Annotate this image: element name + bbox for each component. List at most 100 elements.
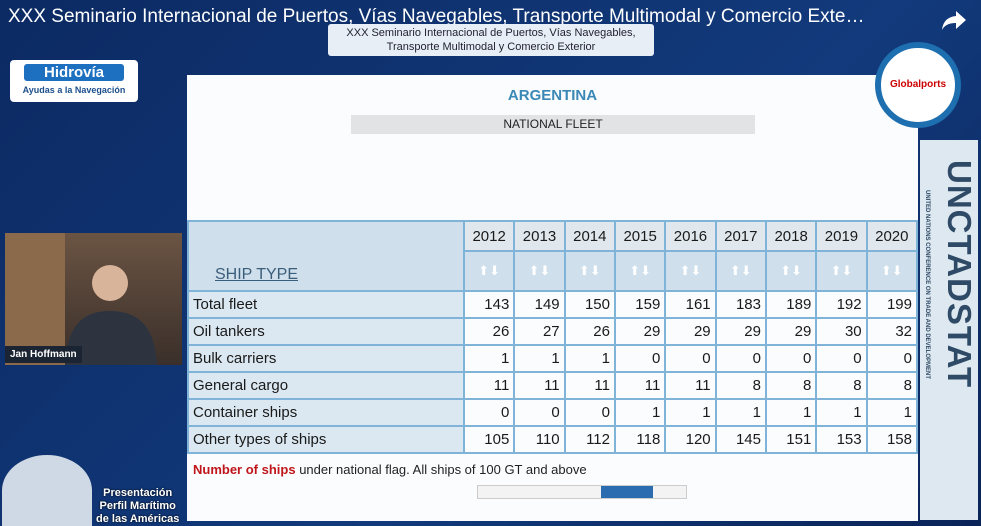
cell: 1 (865, 398, 919, 427)
row-label: Other types of ships (187, 425, 465, 454)
footer-bar (477, 485, 687, 499)
sort-cell[interactable]: ⬆⬇ (664, 250, 717, 292)
hidrovia-logo: Hidrovía Ayudas a la Navegación (10, 60, 138, 102)
cell: 150 (563, 290, 616, 319)
cell: 1 (462, 344, 516, 373)
fleet-table: SHIP TYPE 2012 2013 2014 2015 2016 2017 2018 201… (187, 220, 919, 454)
footnote: Number of ships under national flag. All… (193, 462, 587, 477)
unctad-org: UNITED NATIONS CONFERENCE ON TRADE AND D… (924, 190, 930, 380)
cell: 0 (664, 344, 717, 373)
cell: 0 (513, 398, 566, 427)
sort-cell[interactable]: ⬆⬇ (563, 250, 616, 292)
cell: 0 (865, 344, 919, 373)
cell: 29 (664, 317, 717, 346)
cell: 26 (462, 317, 516, 346)
unctadstat-logo: UNCTADSTAT (941, 160, 978, 389)
header-row: SHIP TYPE 2012 2013 2014 2015 2016 2017 2018 201… (187, 220, 919, 292)
cell: 0 (714, 344, 767, 373)
sort-cell[interactable]: ⬆⬇ (714, 250, 767, 292)
cell: 29 (714, 317, 767, 346)
year-header: 2015 (613, 220, 667, 252)
year-header: 2019 (815, 220, 868, 252)
speaker-name: Jan Hoffmann (5, 346, 82, 363)
cell: 151 (764, 425, 818, 454)
cell: 29 (764, 317, 818, 346)
data-row: Other types of ships 105 110 112 118 120 145 15… (187, 425, 919, 454)
cell: 8 (764, 371, 818, 400)
banner: XXX Seminario Internacional de Puertos, … (328, 24, 654, 56)
cell: 189 (764, 290, 818, 319)
cell: 11 (664, 371, 717, 400)
cell: 1 (764, 398, 818, 427)
cell: 8 (815, 371, 868, 400)
corner-label: SHIP TYPE (215, 266, 298, 283)
cell: 27 (513, 317, 566, 346)
cell: 158 (865, 425, 919, 454)
unctadstat-band: UNCTADSTAT UNITED NATIONS CONFERENCE ON … (920, 140, 978, 520)
sort-cell[interactable]: ⬆⬇ (815, 250, 868, 292)
sort-cell[interactable]: ⬆⬇ (462, 250, 516, 292)
sort-cell[interactable]: ⬆⬇ (613, 250, 667, 292)
cell: 29 (613, 317, 667, 346)
cell: 1 (815, 398, 868, 427)
cell: 11 (513, 371, 566, 400)
presentation-label: Presentación Perfil Marítimo de las Améric… (96, 487, 179, 526)
cell: 32 (865, 317, 919, 346)
line: Perfil Marítimo (99, 500, 176, 512)
cell: 8 (865, 371, 919, 400)
cell: 112 (563, 425, 616, 454)
cell: 118 (613, 425, 667, 454)
speaker-figure (5, 233, 157, 365)
line: Presentación (103, 487, 173, 499)
sort-cell[interactable]: ⬆⬇ (865, 250, 919, 292)
speaker-video (5, 233, 182, 365)
line: de las Américas (96, 513, 180, 525)
sort-cell[interactable]: ⬆⬇ (764, 250, 818, 292)
slide: ARGENTINA NATIONAL FLEET SHIP TYPE 2012 20… (187, 75, 919, 521)
row-label: Total fleet (187, 290, 465, 319)
cell: 11 (613, 371, 667, 400)
presentation-logo (2, 455, 92, 526)
row-label: Container ships (187, 398, 465, 427)
logo-tagline: Ayudas a la Navegación (22, 85, 126, 95)
globalports-logo: Globalports (875, 42, 961, 128)
cell: 149 (513, 290, 566, 319)
sort-cell[interactable]: ⬆⬇ (513, 250, 566, 292)
year-header: 2018 (764, 220, 818, 252)
cell: 1 (513, 344, 566, 373)
footnote-highlight: Number of ships (193, 462, 296, 477)
slide-title: ARGENTINA (507, 87, 598, 104)
share-icon[interactable] (940, 8, 968, 32)
cell: 0 (563, 398, 616, 427)
cell: 1 (664, 398, 717, 427)
corner-cell: SHIP TYPE (187, 220, 465, 292)
year-header: 2017 (714, 220, 767, 252)
year-header: 2020 (865, 220, 919, 252)
row-label: Oil tankers (187, 317, 465, 346)
cell: 199 (865, 290, 919, 319)
cell: 11 (462, 371, 516, 400)
cell: 145 (714, 425, 767, 454)
cell: 120 (664, 425, 717, 454)
cell: 1 (613, 398, 667, 427)
cell: 8 (714, 371, 767, 400)
logo-name: Hidrovía (24, 64, 124, 81)
year-header: 2016 (664, 220, 717, 252)
slide-subtitle: NATIONAL FLEET (351, 115, 755, 134)
cell: 0 (613, 344, 667, 373)
row-label: Bulk carriers (187, 344, 465, 373)
data-row: Oil tankers 26 27 26 29 29 29 29 30 32 (187, 317, 919, 346)
year-header: 2014 (563, 220, 616, 252)
cell: 11 (563, 371, 616, 400)
video-title: XXX Seminario Internacional de Puertos, … (8, 6, 865, 27)
cell: 26 (563, 317, 616, 346)
footer-button[interactable] (601, 486, 653, 498)
row-label: General cargo (187, 371, 465, 400)
cell: 110 (513, 425, 566, 454)
cell: 30 (815, 317, 868, 346)
data-row: Bulk carriers 1 1 1 0 0 0 0 0 0 (187, 344, 919, 373)
cell: 105 (462, 425, 516, 454)
cell: 153 (815, 425, 868, 454)
data-row: Total fleet 143 149 150 159 161 183 189 192 199 (187, 290, 919, 319)
